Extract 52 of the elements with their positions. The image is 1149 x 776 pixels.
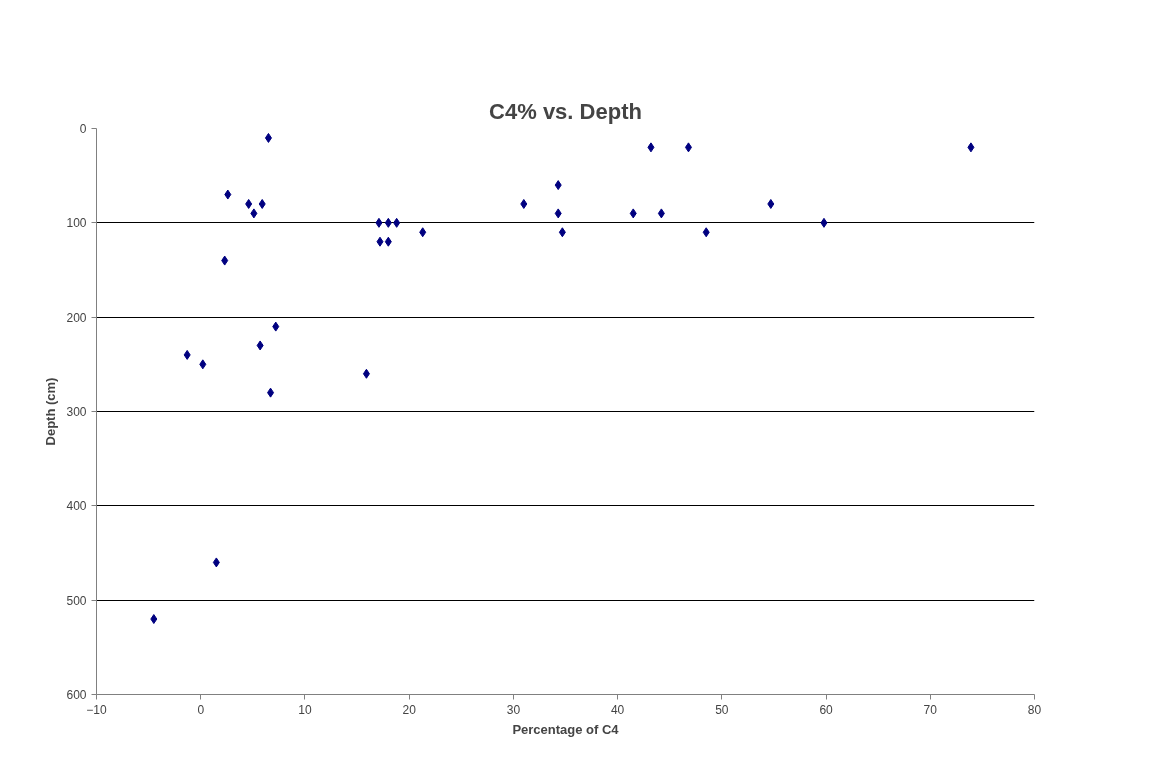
point (384, 236, 392, 247)
point (199, 359, 207, 370)
point (520, 198, 528, 209)
point (272, 321, 280, 332)
x-tick-label: 10 (298, 702, 312, 717)
point (376, 236, 384, 247)
point (684, 142, 692, 153)
y-tick-label: 500 (66, 593, 87, 608)
point (267, 387, 275, 398)
point (258, 198, 266, 209)
x-tick-label: 30 (506, 702, 521, 717)
x-tick-label: 40 (610, 702, 625, 717)
x-tick-label: 60 (819, 702, 834, 717)
point (183, 349, 191, 360)
point (657, 208, 665, 219)
point (384, 217, 392, 228)
y-tick-label: 400 (66, 499, 87, 514)
x-tick-label: 50 (715, 702, 729, 717)
point (554, 180, 562, 191)
x-tick-label: 20 (402, 702, 417, 717)
y-tick-label: 300 (66, 405, 87, 419)
y-axis-title: Depth (cm) (43, 377, 59, 446)
x-axis-title: Percentage of C4 (512, 721, 620, 737)
point (224, 189, 232, 200)
point (820, 217, 828, 228)
point (767, 198, 775, 209)
point (647, 142, 655, 153)
point (419, 227, 427, 238)
y-tick-label: 600 (66, 688, 87, 702)
x-tick-label: 80 (1027, 702, 1042, 717)
point (375, 217, 383, 228)
point (250, 208, 258, 219)
x-tick-label: 0 (197, 702, 205, 717)
point (629, 208, 637, 219)
point (212, 557, 220, 568)
point (150, 614, 158, 625)
chart-title: C4% vs. Depth (489, 98, 642, 124)
y-tick-label: 200 (66, 310, 87, 325)
point (558, 227, 566, 238)
point (245, 198, 253, 209)
point (362, 368, 370, 379)
x-tick-label: −10 (86, 702, 107, 717)
x-tick-label: 70 (923, 702, 938, 717)
point (393, 217, 401, 228)
point (967, 142, 975, 153)
point (221, 255, 229, 266)
y-tick-label: 0 (79, 122, 87, 136)
point (554, 208, 562, 219)
point (256, 340, 264, 351)
point (702, 227, 710, 238)
y-tick-label: 100 (66, 216, 87, 231)
point (264, 132, 272, 143)
